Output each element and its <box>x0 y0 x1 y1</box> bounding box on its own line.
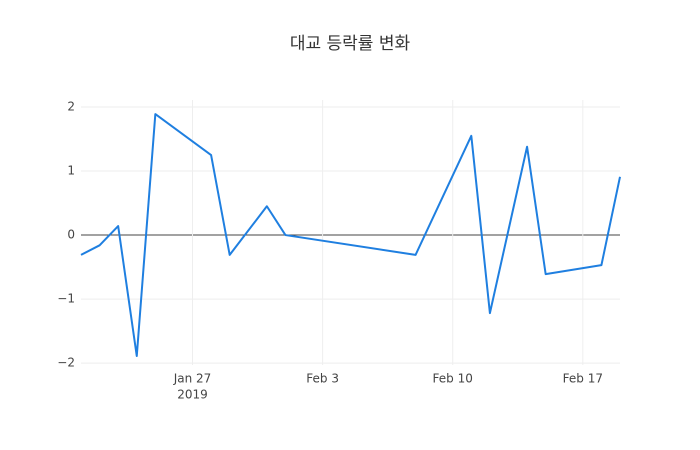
y-tick-label: 1 <box>67 164 75 178</box>
x-tick-label: Jan 27 <box>173 372 212 386</box>
y-tick-label: −1 <box>57 292 75 306</box>
x-tick-label: Feb 10 <box>433 372 473 386</box>
y-tick-label: 0 <box>67 228 75 242</box>
chart-title: 대교 등락률 변화 <box>290 34 411 54</box>
x-tick-label: Feb 17 <box>563 372 603 386</box>
x-tick-label: Feb 3 <box>306 372 339 386</box>
y-tick-label: 2 <box>67 100 75 114</box>
y-tick-label: −2 <box>57 356 75 370</box>
line <box>80 113 621 358</box>
x-tick-label: 2019 <box>177 388 208 402</box>
